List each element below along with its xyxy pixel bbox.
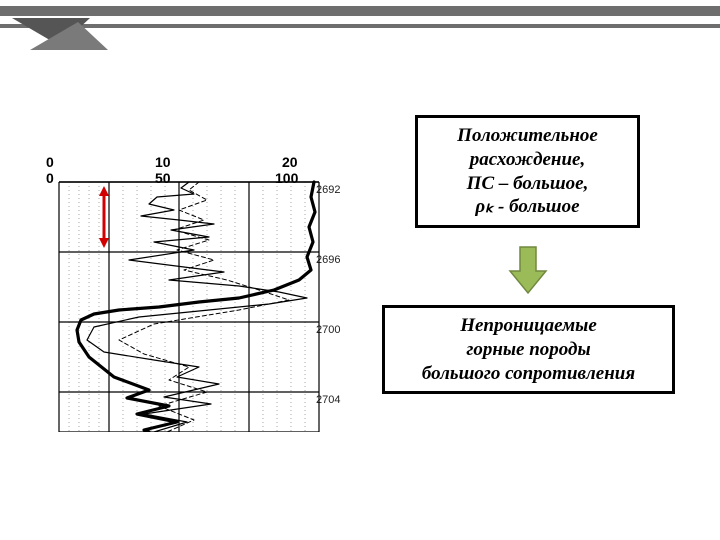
callout-impermeable-rocks: Непроницаемые горные породы большого соп… [382,305,675,394]
callout-line: ПС – большое, [467,173,589,194]
callout-line: горные породы [466,339,590,360]
callout-positive-divergence: Положительное расхождение, ПС – большое,… [415,115,640,228]
callout-line: расхождение, [470,149,585,170]
callout-line: большого сопротивления [422,363,635,384]
callout-line: Положительное [457,125,598,146]
arrow-down-icon [508,245,548,295]
callout-line: Непроницаемые [460,315,597,336]
header-decoration [0,0,720,70]
callout-line: ρₖ - большое [475,196,579,217]
well-log-chart [44,152,354,432]
